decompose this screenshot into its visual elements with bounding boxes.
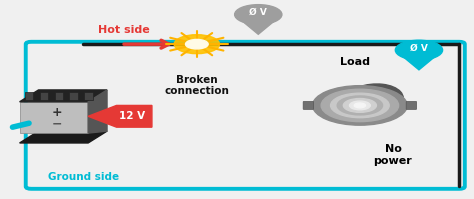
- FancyBboxPatch shape: [303, 101, 314, 109]
- FancyBboxPatch shape: [69, 92, 78, 100]
- Circle shape: [235, 5, 282, 24]
- Circle shape: [330, 93, 389, 118]
- Polygon shape: [396, 51, 442, 70]
- Text: Hot side: Hot side: [98, 25, 149, 35]
- Text: Broken
connection: Broken connection: [164, 75, 229, 97]
- Polygon shape: [88, 90, 107, 133]
- FancyBboxPatch shape: [84, 92, 92, 100]
- Circle shape: [313, 86, 407, 125]
- Text: Load: Load: [340, 57, 370, 67]
- Text: 12 V: 12 V: [118, 111, 145, 121]
- FancyBboxPatch shape: [55, 92, 63, 100]
- Circle shape: [321, 89, 399, 122]
- Text: Ø V: Ø V: [410, 44, 428, 53]
- Circle shape: [185, 39, 208, 49]
- Polygon shape: [19, 131, 107, 143]
- Text: +: +: [52, 106, 63, 119]
- FancyBboxPatch shape: [40, 92, 48, 100]
- FancyBboxPatch shape: [25, 92, 34, 100]
- Polygon shape: [88, 105, 152, 127]
- Text: No
power: No power: [374, 144, 412, 166]
- FancyBboxPatch shape: [19, 102, 88, 133]
- Circle shape: [354, 103, 365, 108]
- Circle shape: [395, 40, 443, 60]
- Text: Ground side: Ground side: [48, 172, 119, 181]
- Text: Ø V: Ø V: [249, 8, 267, 17]
- Circle shape: [343, 99, 376, 112]
- Circle shape: [349, 101, 370, 110]
- Polygon shape: [236, 16, 281, 34]
- FancyBboxPatch shape: [406, 101, 417, 109]
- Circle shape: [174, 35, 219, 54]
- Ellipse shape: [340, 84, 403, 119]
- Polygon shape: [19, 90, 107, 102]
- Text: −: −: [52, 117, 63, 130]
- Circle shape: [337, 96, 383, 115]
